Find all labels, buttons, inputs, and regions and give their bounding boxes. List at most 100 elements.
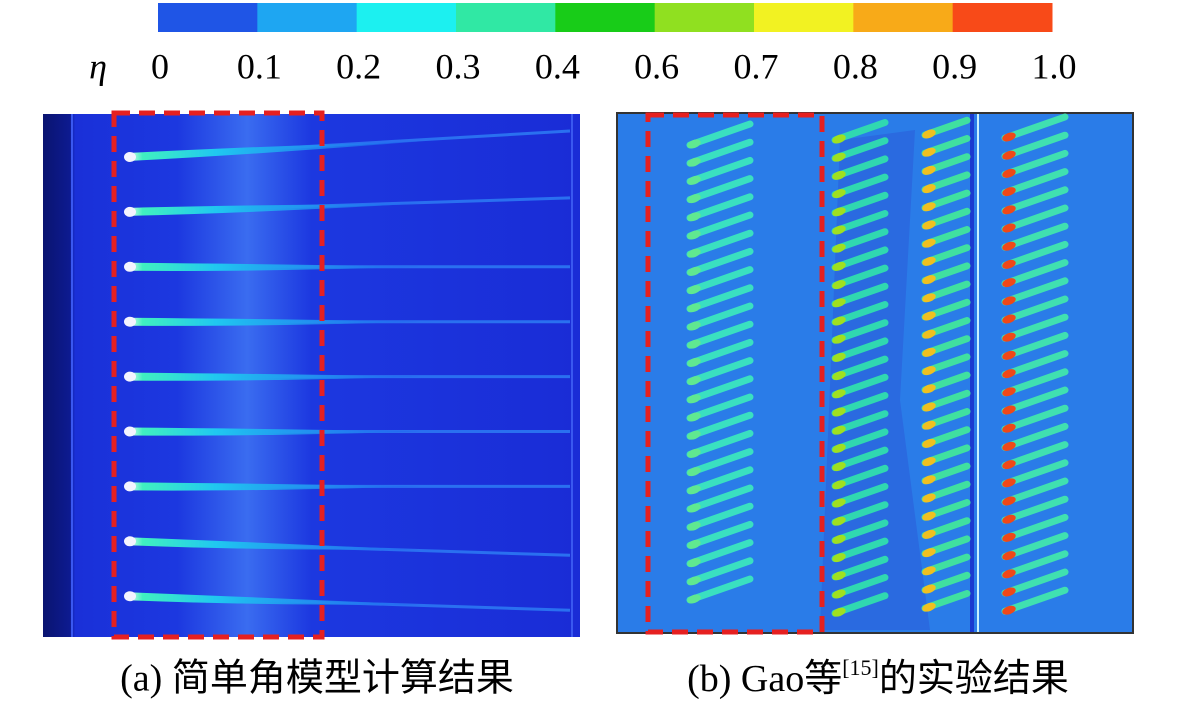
panel-a-image (43, 114, 580, 637)
caption-text: 的实验结果 (879, 658, 1069, 700)
streak-head (1002, 369, 1016, 379)
colorbar-label: 0.1 (237, 46, 282, 86)
streak-head (922, 566, 936, 576)
streak-head (687, 448, 701, 458)
streak-head (687, 430, 701, 440)
jet-hole (124, 206, 136, 217)
caption-text: (b) Gao等 (687, 658, 842, 700)
jet (128, 262, 420, 271)
streak-head (922, 256, 936, 266)
streak-head (922, 457, 936, 467)
colorbar-label: 0.2 (336, 46, 381, 86)
streak-head (832, 443, 846, 453)
streak-head (1002, 168, 1016, 178)
caption: (b) Gao等[15]的实验结果 (687, 655, 1069, 700)
streak-head (832, 462, 846, 472)
streak-head (1002, 205, 1016, 215)
streak-head (832, 498, 846, 508)
streak-head (687, 412, 701, 422)
streak-head (832, 189, 846, 199)
streak-head (1002, 314, 1016, 324)
streak-head (832, 243, 846, 253)
streak-head (1002, 514, 1016, 524)
colorbar-label: 0.4 (535, 46, 580, 86)
streak-head (832, 298, 846, 308)
streak-head (832, 352, 846, 362)
streak-head (922, 275, 936, 285)
caption: (a) 简单角模型计算结果 (120, 658, 514, 700)
streak-head (832, 207, 846, 217)
streak-head (1002, 496, 1016, 506)
streak-head (922, 202, 936, 212)
streak-head (922, 602, 936, 612)
streak-head (687, 394, 701, 404)
streak-head (1002, 405, 1016, 415)
streak-head (1002, 150, 1016, 160)
streak-head (832, 134, 846, 144)
colorbar-label: 0.9 (932, 46, 977, 86)
streak-head (687, 175, 701, 185)
streak-head (922, 420, 936, 430)
streak-head (1002, 187, 1016, 197)
streak-head (832, 534, 846, 544)
streak-head (922, 129, 936, 139)
highlight-box (645, 112, 825, 635)
streak-head (1002, 241, 1016, 251)
streak-head (1002, 441, 1016, 451)
streak-head (832, 480, 846, 490)
streak-head (922, 402, 936, 412)
streak-head (1002, 259, 1016, 269)
streak-head (832, 553, 846, 563)
colorbar-swatch (754, 3, 854, 32)
streak-head (832, 607, 846, 617)
streak-head (922, 220, 936, 230)
streak-head (1002, 223, 1016, 233)
colorbar-swatch (853, 3, 954, 32)
highlight-box (111, 110, 325, 640)
streak-head (1002, 551, 1016, 561)
streak-head (922, 184, 936, 194)
colorbar-label: 0.7 (734, 46, 779, 86)
streak-head (687, 266, 701, 276)
streak-head (922, 347, 936, 357)
streak-head (922, 165, 936, 175)
jet-hole (124, 261, 136, 272)
streak-head (1002, 569, 1016, 579)
colorbar-label: 0.8 (833, 46, 878, 86)
streak-head (832, 589, 846, 599)
streak-head (922, 311, 936, 321)
colorbar: 0 0.1 0.2 0.3 0.4 0.6 0.7 0.8 0.9 1.0 (151, 3, 1077, 86)
colorbar-swatch (555, 3, 656, 32)
streak-head (832, 261, 846, 271)
streak-head (687, 230, 701, 240)
streak-head (1002, 350, 1016, 360)
jet (128, 482, 420, 491)
streak-head (687, 157, 701, 167)
streak-head (687, 321, 701, 331)
streak-head (922, 529, 936, 539)
streak-head (687, 248, 701, 258)
streak-head (687, 376, 701, 386)
streak-head (922, 384, 936, 394)
streak-head (922, 329, 936, 339)
streak-head (687, 503, 701, 513)
streak-head (687, 467, 701, 477)
streak-head (687, 485, 701, 495)
streak-head (1002, 132, 1016, 142)
streak-head (922, 293, 936, 303)
streak-head (1002, 332, 1016, 342)
streak-head (832, 371, 846, 381)
streak-head (1002, 532, 1016, 542)
streak-head (1002, 296, 1016, 306)
jet (128, 203, 420, 216)
caption-ref: [15] (842, 655, 879, 680)
streak-head (687, 139, 701, 149)
streak-head (832, 389, 846, 399)
colorbar-swatch (456, 3, 556, 32)
streak-head (687, 558, 701, 568)
streak-head (687, 212, 701, 222)
streak-head (1002, 478, 1016, 488)
streak-head (687, 576, 701, 586)
